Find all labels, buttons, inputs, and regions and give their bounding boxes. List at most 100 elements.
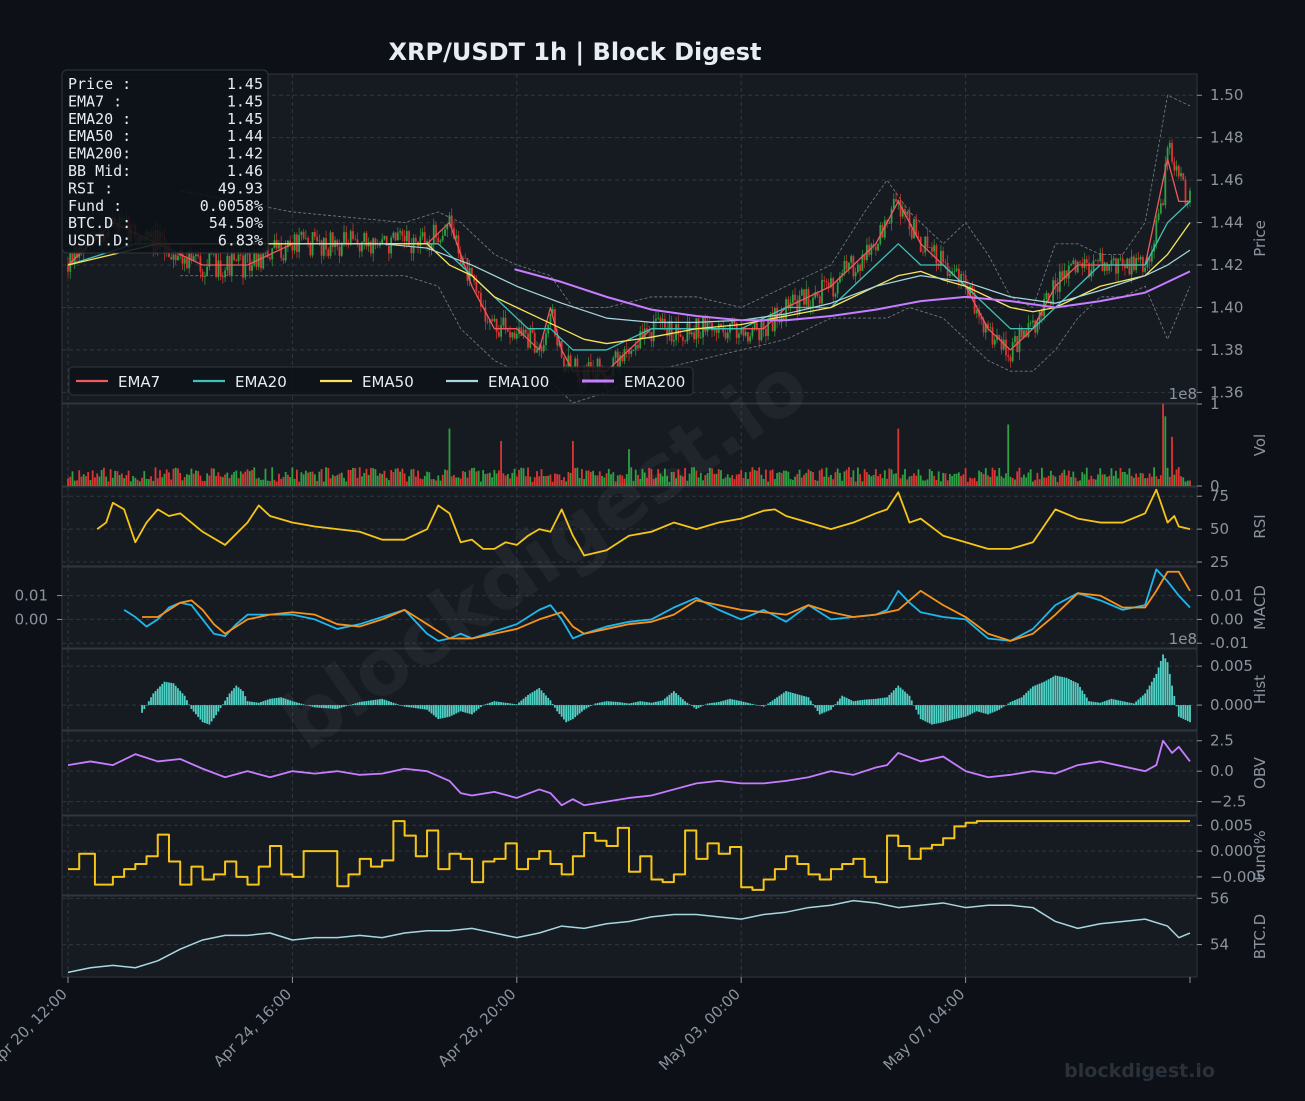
candle-body: [540, 346, 543, 352]
volume-bar: [183, 477, 186, 486]
candle-body: [524, 329, 527, 334]
candle-body: [396, 232, 399, 241]
hist-bar: [681, 699, 684, 706]
volume-bar: [704, 475, 707, 486]
volume-bar: [396, 468, 399, 486]
volume-bar: [226, 472, 229, 486]
volume-bar: [302, 474, 305, 486]
hist-bar: [421, 705, 424, 710]
volume-bar: [996, 476, 998, 486]
volume-bar: [872, 475, 875, 486]
volume-bar: [298, 481, 301, 486]
hist-bar: [659, 700, 662, 706]
volume-bar: [856, 467, 859, 486]
candle-body: [904, 209, 906, 215]
hist-bar: [585, 705, 588, 709]
hist-bar: [814, 705, 817, 708]
volume-bar: [558, 474, 561, 486]
volume-bar: [1020, 477, 1023, 486]
volume-bar: [567, 472, 570, 486]
hist-bar: [1130, 703, 1133, 706]
volume-bar: [969, 477, 971, 486]
candle-body: [825, 281, 828, 283]
volume-bar: [190, 468, 193, 486]
hist-bar: [1067, 678, 1070, 706]
candle-body: [686, 322, 689, 342]
hist-bar: [661, 700, 664, 706]
hist-bar: [800, 695, 803, 706]
volume-bar: [437, 475, 440, 486]
hist-ytick-label: 0.005: [1210, 657, 1253, 675]
volume-bar: [1112, 475, 1115, 486]
volume-bar: [156, 478, 159, 486]
volume-bar: [464, 471, 467, 486]
volume-bar: [659, 473, 662, 486]
hist-bar: [1141, 695, 1144, 706]
hist-bar: [147, 701, 150, 706]
volume-bar: [980, 472, 983, 486]
candle-body: [412, 237, 415, 254]
volume-bar: [764, 469, 767, 486]
hist-bar: [1124, 701, 1126, 706]
volume-bar: [578, 478, 581, 486]
hist-bar: [845, 697, 848, 706]
hist-bar: [953, 705, 956, 720]
candle-body: [479, 292, 482, 307]
candle-body: [874, 246, 877, 251]
volume-bar: [172, 468, 175, 486]
hist-bar: [791, 692, 794, 706]
hist-bar: [439, 705, 442, 719]
hist-bar: [598, 702, 601, 706]
volume-bar: [1052, 475, 1055, 486]
hist-bar: [1079, 686, 1081, 706]
candle-body: [681, 336, 684, 341]
hist-bar: [504, 702, 507, 706]
hist-bar: [688, 704, 691, 706]
volume-bar: [405, 481, 408, 486]
volume-bar: [888, 468, 891, 486]
volume-bar: [816, 480, 819, 486]
volume-bar: [513, 468, 516, 486]
hist-bar: [1002, 705, 1005, 707]
volume-bar: [904, 468, 906, 486]
volume-bar: [1038, 479, 1041, 486]
info-label: EMA50 :: [68, 127, 131, 145]
volume-bar: [580, 469, 583, 486]
candle-body: [192, 256, 195, 261]
volume-bar: [1029, 469, 1032, 486]
volume-bar: [769, 470, 772, 486]
volume-bar: [174, 467, 177, 486]
volume-bar: [773, 479, 776, 486]
info-value: 1.42: [227, 145, 263, 163]
candle-body: [848, 262, 850, 270]
candle-body: [953, 270, 956, 272]
hist-bar: [760, 705, 763, 707]
volume-bar: [574, 467, 577, 486]
volume-bar: [632, 480, 635, 486]
candle-body: [699, 337, 702, 338]
volume-bar: [255, 478, 258, 486]
volume-bar: [87, 472, 90, 486]
hist-bar: [208, 705, 211, 725]
hist-bar: [295, 702, 298, 706]
volume-bar: [1005, 473, 1007, 486]
volume-bar: [107, 481, 110, 486]
obv-line-obv: [67, 739, 1191, 807]
candle-body: [814, 292, 817, 298]
hist-bar: [1063, 677, 1066, 706]
volume-bar: [982, 473, 985, 486]
hist-bar: [248, 701, 251, 706]
hist-bar: [336, 705, 339, 709]
volume-bar: [841, 480, 844, 486]
hist-bar: [428, 705, 431, 712]
volume-bar: [666, 475, 669, 486]
volume-bar: [854, 481, 857, 486]
volume-bar: [105, 476, 108, 486]
candle-body: [883, 220, 886, 238]
candle-body: [964, 275, 967, 288]
hist-bar: [672, 691, 675, 706]
candle-body: [1180, 173, 1182, 177]
hist-bar: [370, 700, 372, 706]
hist-bar: [724, 700, 727, 706]
volume-bar: [1002, 478, 1005, 486]
